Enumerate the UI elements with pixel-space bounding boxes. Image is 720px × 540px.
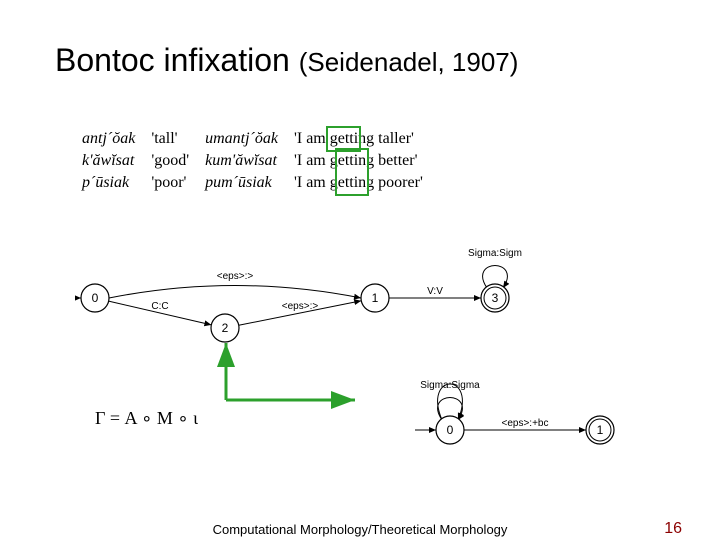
fst-diagram-upper: <eps>:> C:C <eps>:> V:V Sigma:Sigm 0 2 1 3 (75, 238, 555, 358)
src-gloss: 'good' (151, 152, 203, 172)
svg-text:0: 0 (92, 291, 99, 305)
footer-text: Computational Morphology/Theoretical Mor… (0, 522, 720, 537)
svg-text:V:V: V:V (427, 286, 443, 297)
svg-text:<eps>:>: <eps>:> (282, 301, 319, 312)
svg-text:0: 0 (447, 423, 454, 437)
tgt-word: umantj´ŏak (205, 130, 292, 150)
table-row: p´ūsiak 'poor' pum´ūsiak 'I am getting p… (82, 174, 437, 194)
table-row: antj´ŏak 'tall' umantj´ŏak 'I am getting… (82, 130, 437, 150)
formula: Γ = A ∘ M ∘ ι (95, 408, 198, 429)
src-word: p´ūsiak (82, 174, 149, 194)
page-number: 16 (664, 520, 682, 538)
src-gloss: 'tall' (151, 130, 203, 150)
svg-text:2: 2 (222, 321, 229, 335)
src-word: k'ăwĭsat (82, 152, 149, 172)
title-sub: (Seidenadel, 1907) (299, 47, 519, 77)
slide-title: Bontoc infixation (Seidenadel, 1907) (55, 42, 518, 79)
fst-diagram-lower: >:um Sigma:Sigma <eps>:+bc 0 1 (330, 370, 650, 480)
svg-text:C:C: C:C (151, 301, 168, 312)
svg-text:1: 1 (597, 423, 604, 437)
tgt-gloss: 'I am getting taller' (294, 130, 437, 150)
svg-text:<eps>:>: <eps>:> (217, 271, 254, 282)
svg-text:1: 1 (372, 291, 379, 305)
title-main: Bontoc infixation (55, 42, 290, 78)
examples-table: antj´ŏak 'tall' umantj´ŏak 'I am getting… (80, 128, 439, 196)
svg-text:Sigma:Sigma: Sigma:Sigma (420, 380, 480, 391)
table-row: k'ăwĭsat 'good' kum'ăwĭsat 'I am getting… (82, 152, 437, 172)
svg-text:>:um: >:um (439, 370, 462, 373)
tgt-word: pum´ūsiak (205, 174, 292, 194)
tgt-word: kum'ăwĭsat (205, 152, 292, 172)
svg-text:Sigma:Sigm: Sigma:Sigm (468, 248, 522, 259)
svg-text:<eps>:+bc: <eps>:+bc (502, 418, 549, 429)
src-word: antj´ŏak (82, 130, 149, 150)
svg-text:3: 3 (492, 291, 499, 305)
src-gloss: 'poor' (151, 174, 203, 194)
